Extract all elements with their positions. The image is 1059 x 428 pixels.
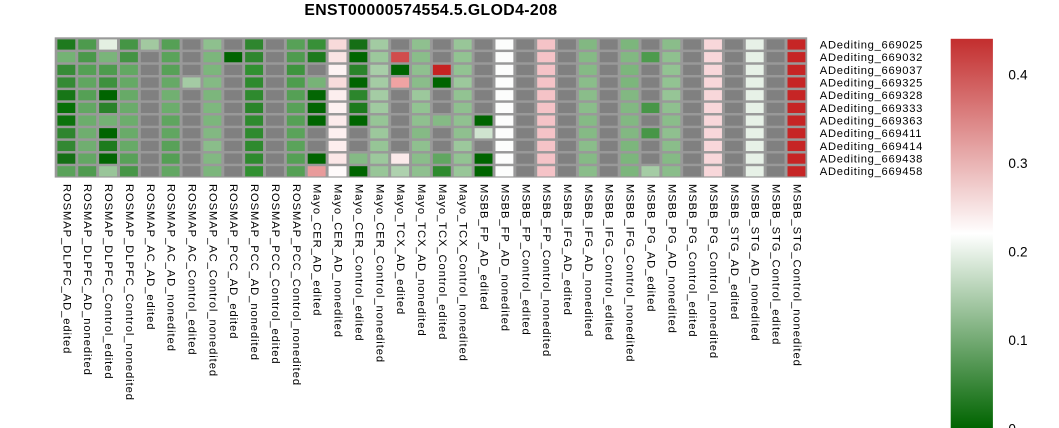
svg-text:Mayo_TCX_Control_nonedited: Mayo_TCX_Control_nonedited [457, 184, 469, 362]
svg-text:MSBB_STG_AD_edited: MSBB_STG_AD_edited [728, 184, 740, 320]
svg-text:MSBB_STG_Control_nonedited: MSBB_STG_Control_nonedited [790, 184, 802, 367]
svg-text:MSBB_PG_AD_edited: MSBB_PG_AD_edited [644, 184, 656, 312]
svg-text:0.4: 0.4 [1008, 68, 1028, 83]
svg-text:MSBB_FP_AD_edited: MSBB_FP_AD_edited [478, 184, 490, 311]
svg-text:ROSMAP_DLPFC_AD_nonedited: ROSMAP_DLPFC_AD_nonedited [81, 184, 93, 376]
svg-text:ADediting_669037: ADediting_669037 [820, 65, 923, 77]
svg-text:Mayo_CER_AD_edited: Mayo_CER_AD_edited [311, 184, 323, 316]
svg-text:MSBB_FP_AD_nonedited: MSBB_FP_AD_nonedited [498, 184, 510, 332]
svg-text:MSBB_STG_AD_nonedited: MSBB_STG_AD_nonedited [749, 184, 761, 342]
svg-text:MSBB_IFG_AD_nonedited: MSBB_IFG_AD_nonedited [582, 184, 594, 337]
svg-text:ADediting_669458: ADediting_669458 [820, 166, 923, 178]
svg-text:MSBB_STG_Control_edited: MSBB_STG_Control_edited [770, 184, 782, 345]
svg-text:MSBB_IFG_Control_nonedited: MSBB_IFG_Control_nonedited [624, 184, 636, 362]
svg-text:ROSMAP_DLPFC_AD_edited: ROSMAP_DLPFC_AD_edited [60, 184, 72, 354]
svg-text:MSBB_PG_Control_nonedited: MSBB_PG_Control_nonedited [707, 184, 719, 359]
svg-text:ADediting_669333: ADediting_669333 [820, 103, 923, 115]
svg-text:ADediting_669325: ADediting_669325 [820, 77, 923, 89]
svg-text:ADediting_669411: ADediting_669411 [820, 128, 922, 140]
svg-text:ROSMAP_PCC_Control_nonedited: ROSMAP_PCC_Control_nonedited [290, 184, 302, 386]
svg-text:0.3: 0.3 [1008, 156, 1027, 171]
svg-text:ADediting_669025: ADediting_669025 [820, 39, 923, 51]
svg-text:MSBB_IFG_AD_edited: MSBB_IFG_AD_edited [561, 184, 573, 316]
svg-text:ROSMAP_AC_Control_edited: ROSMAP_AC_Control_edited [186, 184, 198, 356]
svg-text:ADediting_669438: ADediting_669438 [820, 154, 923, 166]
svg-text:MSBB_FP_Control_edited: MSBB_FP_Control_edited [519, 184, 531, 336]
svg-text:ENST00000574554.5.GLOD4-208: ENST00000574554.5.GLOD4-208 [304, 2, 557, 19]
svg-text:MSBB_FP_Control_nonedited: MSBB_FP_Control_nonedited [540, 184, 552, 357]
svg-text:ADediting_669363: ADediting_669363 [820, 115, 923, 127]
svg-text:Mayo_TCX_AD_edited: Mayo_TCX_AD_edited [394, 184, 406, 315]
svg-text:Mayo_TCX_AD_nonedited: Mayo_TCX_AD_nonedited [415, 184, 427, 337]
svg-text:MSBB_PG_Control_edited: MSBB_PG_Control_edited [686, 184, 698, 338]
svg-text:0: 0 [1008, 421, 1016, 428]
svg-text:ADediting_669328: ADediting_669328 [820, 90, 923, 102]
svg-text:ROSMAP_PCC_AD_edited: ROSMAP_PCC_AD_edited [227, 184, 239, 339]
svg-text:0.1: 0.1 [1008, 333, 1027, 348]
svg-text:ROSMAP_AC_AD_nonedited: ROSMAP_AC_AD_nonedited [165, 184, 177, 352]
svg-text:ROSMAP_DLPFC_Control_nonedited: ROSMAP_DLPFC_Control_nonedited [123, 184, 135, 401]
svg-text:Mayo_CER_AD_nonedited: Mayo_CER_AD_nonedited [332, 184, 344, 338]
svg-text:ROSMAP_PCC_Control_edited: ROSMAP_PCC_Control_edited [269, 184, 281, 365]
svg-text:ROSMAP_AC_Control_nonedited: ROSMAP_AC_Control_nonedited [206, 184, 218, 377]
svg-text:ROSMAP_PCC_AD_nonedited: ROSMAP_PCC_AD_nonedited [248, 184, 260, 361]
svg-text:Mayo_CER_Control_nonedited: Mayo_CER_Control_nonedited [373, 184, 385, 363]
svg-text:MSBB_PG_AD_nonedited: MSBB_PG_AD_nonedited [665, 184, 677, 334]
svg-text:ROSMAP_AC_AD_edited: ROSMAP_AC_AD_edited [144, 184, 156, 330]
svg-text:ADediting_669414: ADediting_669414 [820, 141, 923, 153]
svg-text:Mayo_CER_Control_edited: Mayo_CER_Control_edited [352, 184, 364, 342]
svg-text:ADediting_669032: ADediting_669032 [820, 52, 923, 64]
svg-text:MSBB_IFG_Control_edited: MSBB_IFG_Control_edited [603, 184, 615, 341]
svg-text:0.2: 0.2 [1008, 244, 1027, 259]
svg-text:ROSMAP_DLPFC_Control_edited: ROSMAP_DLPFC_Control_edited [102, 184, 114, 379]
svg-text:Mayo_TCX_Control_edited: Mayo_TCX_Control_edited [436, 184, 448, 340]
